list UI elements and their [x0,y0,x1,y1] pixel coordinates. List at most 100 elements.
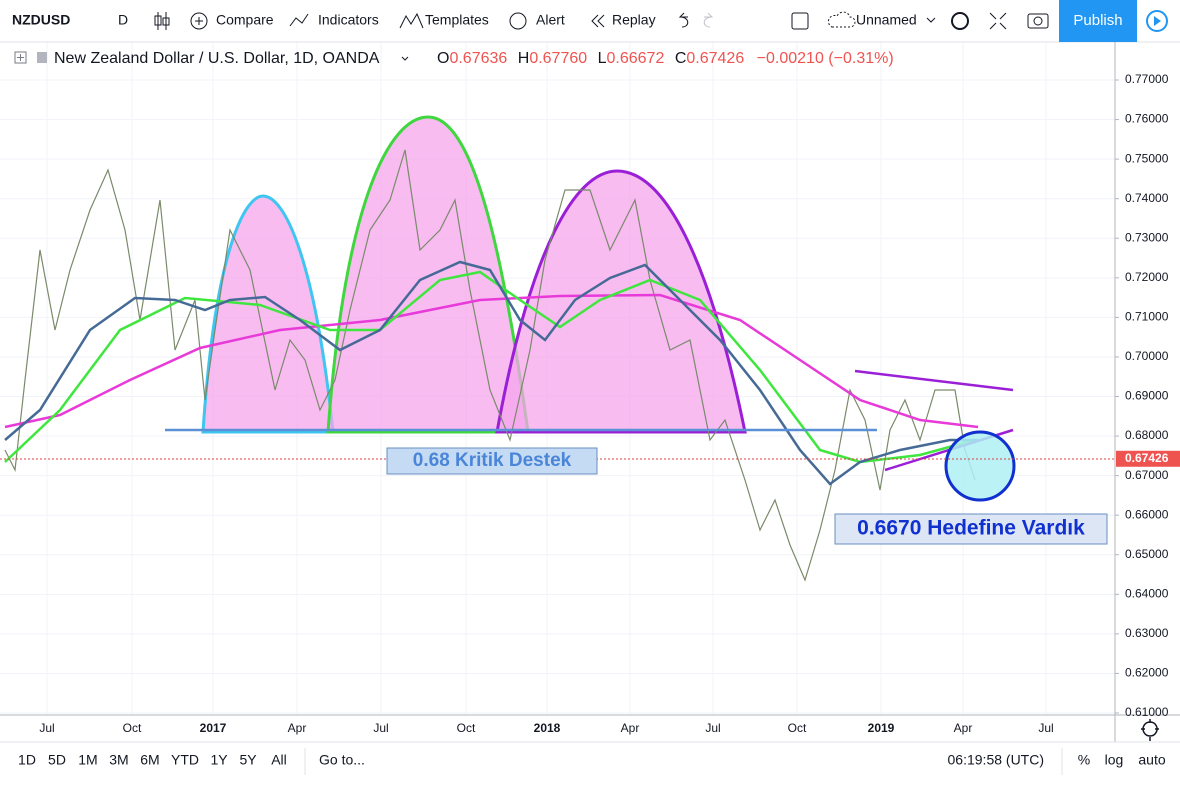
time-tick-label: Apr [288,721,307,735]
price-tick-label: 0.75000 [1125,151,1169,165]
price-tick-label: 0.70000 [1125,349,1169,363]
compare-icon [190,12,208,30]
price-tick-label: 0.63000 [1125,626,1169,640]
price-tick-label: 0.68000 [1125,428,1169,442]
price-tick-label: 0.77000 [1125,72,1169,86]
support-label-box [386,447,598,475]
settings-icon[interactable] [951,12,969,30]
select-icon[interactable] [791,12,809,30]
price-tick-label: 0.62000 [1125,666,1169,680]
ma-medium [4,270,976,464]
last-price-label: 0.67426 [1125,451,1169,465]
time-tick-label: Jul [373,721,388,735]
legend: New Zealand Dollar / U.S. Dollar, 1D, OA… [14,50,894,67]
fullscreen-icon[interactable] [989,12,1007,30]
toolbar-button[interactable]: Templates [425,12,489,28]
time-tick-label: 2018 [534,721,561,735]
price-tick-label: 0.73000 [1125,230,1169,244]
legend-expand-plus [17,54,24,61]
range-button[interactable]: 1Y [210,752,228,768]
axis-settings-icon[interactable] [1141,719,1159,741]
price-tick-label: 0.69000 [1125,389,1169,403]
close-label: C [675,50,687,67]
cup-pattern-right [495,169,747,434]
layout-caret [926,17,936,23]
target-label: 0.6670 Hedefine Vardık [857,517,1085,540]
candle-icon[interactable] [154,12,170,30]
price-tick-label: 0.67000 [1125,468,1169,482]
toolbar [0,0,1180,42]
price-tick-label: 0.64000 [1125,586,1169,600]
stream-icon[interactable] [1146,10,1168,32]
ohlc: O0.67636 H0.67760 L0.66672 C0.67426 −0.0… [437,50,894,67]
ma-slow [4,293,979,429]
price-tick-label: 0.76000 [1125,112,1169,126]
open-label: O [437,50,449,67]
legend-title: New Zealand Dollar / U.S. Dollar, 1D, OA… [54,50,380,67]
price-path [4,149,976,582]
legend-expand[interactable] [14,51,27,64]
replay-icon [591,14,605,28]
ma-fast [4,260,978,486]
change: −0.00210 (−0.31%) [757,50,894,67]
range-button[interactable]: 6M [140,752,159,768]
toolbar-button[interactable]: Compare [216,12,274,28]
range-button[interactable]: 5D [48,752,66,768]
time-tick-label: Oct [788,721,807,735]
time-tick-label: Oct [457,721,476,735]
time-tick-label: Apr [621,721,640,735]
high-value: 0.67760 [529,50,587,67]
price-axis: 0.77000 0.76000 0.75000 0.74000 0.73000 0.720… [1115,72,1180,719]
publish-button[interactable] [1059,0,1137,42]
price-tick-label: 0.74000 [1125,191,1169,205]
layout-name[interactable]: Unnamed [856,12,917,28]
alert-icon [509,12,527,30]
triangle-top [854,369,1014,392]
stream-play [1154,16,1161,26]
clock: 06:19:58 (UTC) [948,752,1044,768]
symbol[interactable]: NZDUSD [12,12,70,28]
target-label-box [834,513,1108,545]
toolbar-button[interactable]: Indicators [318,12,379,28]
snapshot-icon[interactable] [1027,13,1049,29]
range-button[interactable]: YTD [171,752,199,768]
price-tick-label: 0.72000 [1125,270,1169,284]
indicators-icon [289,13,309,27]
support-label: 0.68 Kritik Destek [413,450,572,471]
log-toggle[interactable]: log [1105,752,1124,768]
cup-pattern-left [201,194,335,434]
last-price-box [1116,450,1180,467]
time-tick-label: Jul [1038,721,1053,735]
cup-pattern-head [326,115,530,434]
legend-caret [401,56,409,61]
auto-toggle[interactable]: auto [1138,752,1165,768]
time-tick-label: 2019 [868,721,895,735]
publish-label[interactable]: Publish [1073,12,1122,29]
time-tick-label: Oct [123,721,142,735]
percent-toggle[interactable]: % [1078,752,1090,768]
range-button[interactable]: All [271,752,287,768]
range-button[interactable]: 1M [78,752,97,768]
price-tick-label: 0.71000 [1125,310,1169,324]
goto[interactable]: Go to... [319,752,365,768]
close-value: 0.67426 [686,50,744,67]
range-button[interactable]: 1D [18,752,36,768]
toolbar-button[interactable]: Replay [612,12,656,28]
templates-icon [399,12,424,29]
low-label: L [598,50,607,67]
interval[interactable]: D [118,12,128,28]
time-tick-label: 2017 [200,721,227,735]
toolbar-button[interactable]: Alert [536,12,565,28]
range-button[interactable]: 5Y [239,752,257,768]
open-value: 0.67636 [449,50,507,67]
time-tick-label: Jul [39,721,54,735]
undo-icon[interactable] [678,12,689,28]
time-tick-label: Jul [705,721,720,735]
target-circle [944,430,1016,502]
price-tick-label: 0.61000 [1125,705,1169,719]
redo-icon[interactable] [703,12,714,28]
range-button[interactable]: 3M [109,752,128,768]
price-tick-label: 0.66000 [1125,507,1169,521]
time-axis: Jul Oct 2017 Apr Jul Oct 2018 Apr Jul Oct 2019 Apr J… [39,721,1053,735]
